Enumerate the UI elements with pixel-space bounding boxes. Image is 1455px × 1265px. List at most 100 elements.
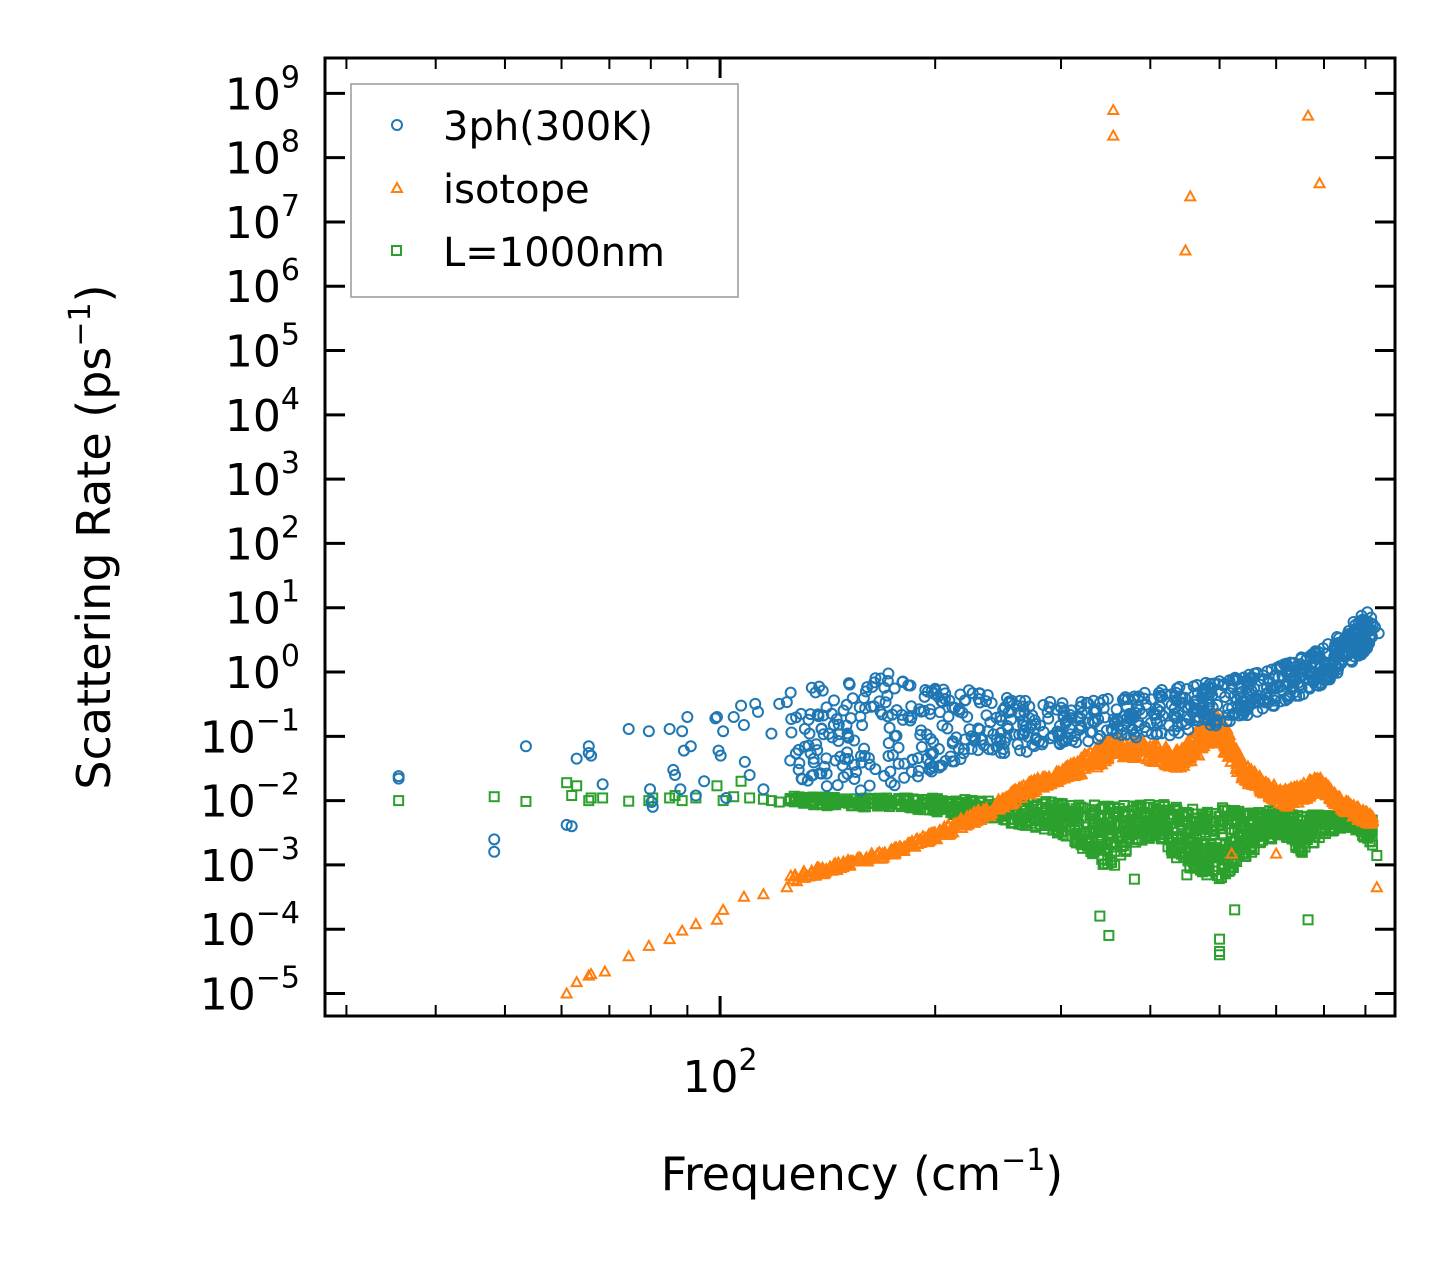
- y-tick-exp: 7: [281, 189, 300, 224]
- y-tick-exp: 6: [281, 253, 300, 288]
- band-point-l-1000nm: [1242, 836, 1254, 848]
- y-tick-base: 10: [225, 327, 281, 378]
- band-point-l-1000nm: [1035, 803, 1047, 815]
- band-point-l-1000nm: [1308, 831, 1320, 843]
- y-tick-base: 10: [225, 391, 281, 442]
- band-point-isotope: [1198, 736, 1212, 749]
- band-point-l-1000nm: [1104, 803, 1116, 815]
- legend: 3ph(300K) isotope L=1000nm: [350, 83, 739, 298]
- y-tick-label: 103: [225, 446, 300, 506]
- band-point-isotope: [1098, 754, 1113, 767]
- y-tick-labels: 10910810710610510410310210110010−110−210…: [200, 60, 300, 1020]
- band-point-isotope: [976, 802, 991, 815]
- band-point-isotope: [1031, 779, 1045, 793]
- band-point-l-1000nm: [1259, 824, 1271, 836]
- y-tick-base: 10: [200, 905, 256, 956]
- band-point-isotope: [1076, 761, 1091, 774]
- x-tick-base: 10: [683, 1052, 739, 1103]
- band-point-isotope: [1166, 757, 1180, 770]
- band-point-isotope: [1136, 738, 1151, 751]
- band-point-isotope: [1012, 780, 1026, 793]
- y-tick-label: 102: [225, 510, 300, 570]
- band-point-isotope: [1207, 726, 1221, 739]
- band-point-isotope: [1175, 741, 1189, 754]
- band-point-l-1000nm: [1232, 827, 1244, 839]
- band-point-isotope: [814, 863, 829, 876]
- y-tick-base: 10: [200, 777, 256, 828]
- band-point-isotope: [1093, 738, 1107, 751]
- band-point-l-1000nm: [934, 795, 946, 807]
- band-point-l-1000nm: [1156, 829, 1168, 841]
- band-point-l-1000nm: [1264, 805, 1276, 817]
- y-tick-exp: 2: [281, 510, 300, 545]
- band-point-l-1000nm: [1215, 872, 1227, 884]
- band-point-l-1000nm: [1038, 816, 1050, 828]
- band-point-isotope: [1236, 761, 1251, 774]
- band-point-l-1000nm: [1257, 811, 1269, 823]
- band-point-l-1000nm: [1297, 834, 1309, 846]
- band-point-l-1000nm: [1256, 817, 1268, 829]
- band-point-isotope: [1001, 795, 1015, 808]
- band-point-l-1000nm: [904, 801, 916, 813]
- band-point-isotope: [1014, 787, 1028, 800]
- band-point-l-1000nm: [1023, 815, 1035, 827]
- y-tick-exp: 8: [281, 125, 300, 160]
- y-tick-label: 105: [225, 318, 300, 378]
- y-tick-label: 10−3: [200, 832, 300, 892]
- band-point-isotope: [1145, 749, 1160, 762]
- band-point-l-1000nm: [953, 803, 965, 815]
- band-point-l-1000nm: [916, 794, 928, 806]
- band-point-isotope: [969, 806, 984, 819]
- band-point-isotope: [926, 826, 940, 839]
- band-point-isotope: [944, 820, 959, 833]
- y-tick-base: 10: [225, 519, 281, 570]
- band-point-isotope: [992, 801, 1007, 814]
- legend-label-isotope: isotope: [443, 167, 590, 213]
- y-axis-title-close: ): [67, 284, 121, 302]
- band-point-l-1000nm: [1284, 812, 1296, 824]
- band-point-l-1000nm: [1240, 850, 1252, 862]
- y-tick-exp: −1: [256, 703, 300, 738]
- band-point-l-1000nm: [1130, 801, 1142, 813]
- y-tick-label: 10−2: [200, 768, 300, 828]
- band-point-l-1000nm: [1112, 820, 1124, 832]
- band-point-isotope: [1227, 750, 1242, 763]
- band-point-l-1000nm: [1106, 856, 1118, 868]
- band-point-l-1000nm: [1087, 848, 1099, 860]
- y-tick-base: 10: [200, 712, 256, 763]
- band-point-l-1000nm: [1191, 837, 1203, 849]
- band-point-isotope: [908, 839, 922, 852]
- band-point-isotope: [862, 850, 876, 863]
- band-point-l-1000nm: [872, 800, 884, 812]
- band-point-l-1000nm: [1155, 831, 1167, 843]
- band-point-l-1000nm: [950, 795, 962, 807]
- band-point-l-1000nm: [1170, 831, 1182, 843]
- y-tick-label: 104: [225, 382, 300, 442]
- band-point-isotope: [959, 818, 973, 831]
- band-point-l-1000nm: [1088, 799, 1100, 811]
- legend-label-3ph: 3ph(300K): [443, 104, 653, 150]
- band-point-isotope: [1120, 743, 1134, 756]
- band-point-l-1000nm: [1248, 836, 1260, 848]
- y-tick-exp: −5: [256, 960, 300, 995]
- band-point-l-1000nm: [1176, 830, 1188, 842]
- band-point-l-1000nm: [1159, 801, 1171, 813]
- band-point-isotope: [963, 808, 977, 821]
- band-point-l-1000nm: [1223, 865, 1235, 877]
- y-tick-exp: 5: [281, 318, 300, 353]
- band-point-isotope: [850, 851, 865, 864]
- band-point-isotope: [1177, 758, 1191, 771]
- band-point-isotope: [878, 847, 892, 860]
- band-point-isotope: [1040, 778, 1054, 791]
- y-axis-title-text: Scattering Rate (ps: [67, 347, 121, 790]
- y-tick-base: 10: [225, 584, 281, 635]
- band-point-isotope: [883, 843, 898, 856]
- y-tick-exp: −4: [256, 896, 300, 931]
- y-tick-exp: 9: [281, 60, 300, 95]
- band-point-isotope: [1158, 749, 1173, 762]
- band-point-l-1000nm: [1295, 845, 1307, 857]
- band-point-isotope: [1090, 750, 1104, 763]
- band-point-isotope: [1229, 742, 1243, 755]
- band-point-l-1000nm: [928, 802, 940, 814]
